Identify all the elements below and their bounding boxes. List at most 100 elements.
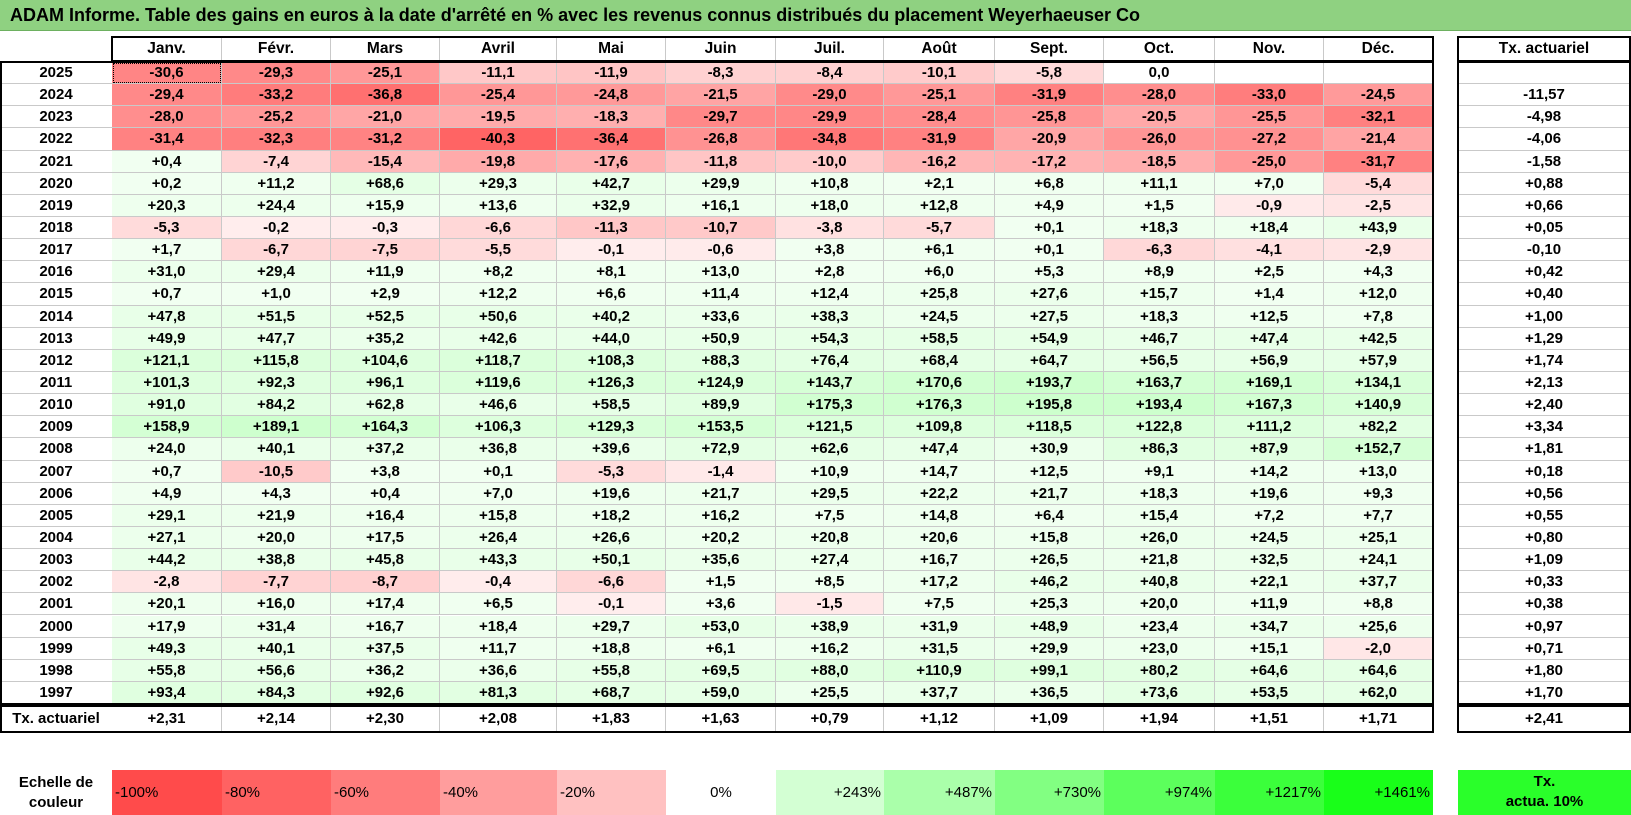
table-cell[interactable]: +82,2 [1324, 416, 1433, 439]
table-cell[interactable]: +36,6 [440, 659, 557, 682]
table-cell[interactable]: +134,1 [1324, 371, 1433, 395]
table-cell[interactable]: +38,3 [776, 305, 884, 328]
table-cell[interactable]: +18,2 [557, 504, 666, 527]
table-cell[interactable]: +17,4 [331, 593, 440, 616]
table-cell[interactable]: +51,5 [222, 305, 331, 328]
table-cell[interactable]: +53,5 [1215, 681, 1324, 705]
table-cell[interactable]: +99,1 [995, 659, 1104, 682]
table-cell[interactable]: +12,5 [1215, 305, 1324, 328]
table-cell[interactable]: -10,5 [222, 460, 331, 483]
table-cell[interactable]: +16,2 [666, 504, 776, 527]
table-cell[interactable]: +17,9 [112, 615, 222, 638]
table-cell[interactable]: +7,0 [440, 482, 557, 505]
table-cell[interactable]: +6,8 [995, 172, 1104, 195]
table-cell[interactable]: +6,1 [666, 637, 776, 660]
table-cell[interactable]: 0,0 [1104, 62, 1215, 85]
table-cell[interactable]: +25,5 [776, 681, 884, 705]
table-cell[interactable]: +16,1 [666, 194, 776, 217]
table-cell[interactable]: +24,5 [884, 305, 995, 328]
table-cell[interactable]: -24,8 [557, 84, 666, 107]
table-cell[interactable]: -5,7 [884, 216, 995, 240]
table-cell[interactable]: +22,2 [884, 482, 995, 505]
table-cell[interactable]: -29,4 [112, 84, 222, 107]
table-cell[interactable]: -29,0 [776, 84, 884, 107]
table-cell[interactable]: -11,9 [557, 62, 666, 85]
table-cell[interactable]: +18,0 [776, 194, 884, 217]
table-cell[interactable]: +9,1 [1104, 460, 1215, 483]
table-cell[interactable]: +12,0 [1324, 283, 1433, 306]
table-cell[interactable]: +50,6 [440, 305, 557, 328]
table-cell[interactable]: +15,7 [1104, 283, 1215, 306]
table-cell[interactable]: -28,4 [884, 106, 995, 129]
table-cell[interactable]: +12,8 [884, 194, 995, 217]
table-cell[interactable]: +2,9 [331, 283, 440, 306]
table-cell[interactable]: +33,6 [666, 305, 776, 328]
table-cell[interactable]: +126,3 [557, 371, 666, 395]
table-cell[interactable]: +109,8 [884, 416, 995, 439]
table-cell[interactable]: -17,6 [557, 150, 666, 173]
table-cell[interactable]: +0,4 [112, 150, 222, 173]
table-cell[interactable]: -31,2 [331, 128, 440, 151]
table-cell[interactable]: -6,6 [440, 216, 557, 240]
table-cell[interactable]: +9,3 [1324, 482, 1433, 505]
table-cell[interactable]: -5,4 [1324, 172, 1433, 195]
table-cell[interactable]: +7,2 [1215, 504, 1324, 527]
table-cell[interactable]: +124,9 [666, 371, 776, 395]
table-cell[interactable]: -25,1 [331, 62, 440, 85]
table-cell[interactable]: +68,7 [557, 681, 666, 705]
table-cell[interactable]: +3,8 [776, 239, 884, 262]
table-cell[interactable]: -8,4 [776, 62, 884, 85]
table-cell[interactable]: +193,7 [995, 371, 1104, 395]
table-cell[interactable]: -33,2 [222, 84, 331, 107]
table-cell[interactable]: +93,4 [112, 681, 222, 705]
table-cell[interactable]: +158,9 [112, 416, 222, 439]
table-cell[interactable]: +38,9 [776, 615, 884, 638]
table-cell[interactable]: +24,1 [1324, 549, 1433, 572]
table-cell[interactable]: +21,8 [1104, 549, 1215, 572]
table-cell[interactable]: +17,5 [331, 526, 440, 550]
table-cell[interactable]: +122,8 [1104, 416, 1215, 439]
table-cell[interactable]: +89,9 [666, 394, 776, 417]
table-cell[interactable]: +37,7 [1324, 571, 1433, 594]
table-cell[interactable]: +164,3 [331, 416, 440, 439]
table-cell[interactable]: +8,5 [776, 571, 884, 594]
table-cell[interactable]: +12,4 [776, 283, 884, 306]
table-cell[interactable]: +23,0 [1104, 637, 1215, 660]
table-cell[interactable]: -5,8 [995, 62, 1104, 85]
table-cell[interactable]: +31,0 [112, 261, 222, 284]
table-cell[interactable]: +23,4 [1104, 615, 1215, 638]
table-cell[interactable]: +47,7 [222, 327, 331, 350]
table-cell[interactable]: -0,6 [666, 239, 776, 262]
table-cell[interactable]: +49,3 [112, 637, 222, 660]
table-cell[interactable]: +163,7 [1104, 371, 1215, 395]
table-cell[interactable]: +50,9 [666, 327, 776, 350]
table-cell[interactable]: -0,2 [222, 216, 331, 240]
table-cell[interactable]: -20,9 [995, 128, 1104, 151]
table-cell[interactable]: -30,6 [112, 62, 222, 85]
table-cell[interactable]: -26,8 [666, 128, 776, 151]
table-cell[interactable]: +49,9 [112, 327, 222, 350]
table-cell[interactable]: -25,4 [440, 84, 557, 107]
table-cell[interactable]: -33,0 [1215, 84, 1324, 107]
table-cell[interactable]: +18,4 [440, 615, 557, 638]
table-cell[interactable]: +16,2 [776, 637, 884, 660]
table-cell[interactable]: +46,2 [995, 571, 1104, 594]
table-cell[interactable]: +6,4 [995, 504, 1104, 527]
table-cell[interactable]: -28,0 [112, 106, 222, 129]
table-cell[interactable]: +25,8 [884, 283, 995, 306]
table-cell[interactable]: +39,6 [557, 438, 666, 461]
table-cell[interactable]: -31,7 [1324, 150, 1433, 173]
table-cell[interactable]: +11,9 [1215, 593, 1324, 616]
table-cell[interactable]: -0,1 [557, 239, 666, 262]
table-cell[interactable]: +81,3 [440, 681, 557, 705]
table-cell[interactable]: -29,7 [666, 106, 776, 129]
table-cell[interactable]: -29,3 [222, 62, 331, 85]
table-cell[interactable]: +3,6 [666, 593, 776, 616]
table-cell[interactable]: -7,4 [222, 150, 331, 173]
table-cell[interactable]: +16,4 [331, 504, 440, 527]
table-cell[interactable]: +18,3 [1104, 482, 1215, 505]
table-cell[interactable]: +27,6 [995, 283, 1104, 306]
table-cell[interactable]: +47,4 [1215, 327, 1324, 350]
table-cell[interactable]: +118,7 [440, 349, 557, 372]
table-cell[interactable]: +4,9 [112, 482, 222, 505]
